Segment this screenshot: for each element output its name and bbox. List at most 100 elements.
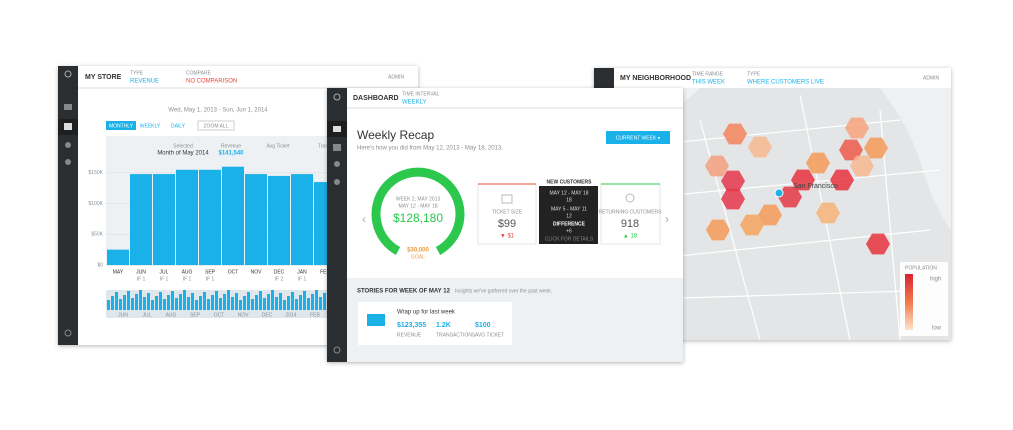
navigator-bar — [311, 294, 314, 310]
navigator-bar — [183, 290, 186, 310]
button-label[interactable]: WEEKLY — [140, 123, 161, 129]
filter-value[interactable]: WEEKLY — [402, 100, 427, 106]
card-change: ▼ $1 — [500, 234, 515, 240]
chart-icon[interactable] — [333, 144, 341, 151]
card-change: ▲ 18 — [623, 234, 638, 240]
button-label[interactable]: MONTHLY — [109, 123, 134, 129]
navigator-bar — [191, 293, 194, 310]
stories-subtitle: Insights we've gathered over the past we… — [455, 288, 552, 294]
filter-value[interactable]: REVENUE — [130, 79, 159, 85]
filter-value[interactable]: WHERE CUSTOMERS LIVE — [747, 80, 824, 86]
navigator-bar — [251, 299, 254, 310]
info-icon[interactable] — [64, 329, 72, 337]
info-icon[interactable] — [333, 346, 341, 354]
x-tick-label: FEB — [320, 269, 330, 275]
user-menu[interactable]: ADMIN — [923, 75, 940, 81]
navigator-bar — [127, 291, 130, 310]
navigator-bar — [287, 296, 290, 310]
navigator-label: OCT — [214, 312, 225, 318]
summary-value: $141,540 — [218, 151, 244, 157]
map-icon[interactable] — [334, 179, 340, 185]
navigator-bar — [307, 298, 310, 310]
navigator-bar — [171, 291, 174, 310]
metric-card[interactable] — [539, 186, 598, 244]
navigator-bar — [283, 300, 286, 310]
legend-title: POPULATION — [905, 265, 937, 271]
story-metric: $100 — [475, 322, 491, 329]
header — [614, 68, 951, 88]
home-icon[interactable] — [333, 126, 341, 132]
x-tick-note: IF 1 — [183, 276, 192, 282]
legend-label: high — [930, 277, 941, 283]
city-label: San Francisco — [793, 183, 838, 190]
navigator-bar — [131, 298, 134, 310]
x-tick-label: JAN — [297, 269, 307, 275]
prev-arrow[interactable]: ‹ — [362, 212, 366, 226]
map-icon[interactable] — [65, 159, 71, 165]
summary-label: Revenue — [221, 143, 241, 149]
metric-card[interactable] — [477, 183, 537, 245]
user-icon — [64, 70, 72, 78]
panel-title: MY NEIGHBORHOOD — [620, 75, 691, 82]
card-range: MAY 12 - MAY 18 — [549, 190, 588, 196]
button[interactable] — [197, 120, 235, 131]
button[interactable] — [606, 131, 670, 144]
dashboard-panel: DASHBOARD TIME INTERVAL WEEKLY Weekly Re… — [327, 88, 683, 362]
card-link[interactable]: CLICK FOR DETAILS — [545, 236, 594, 242]
navigator-label: SEP — [190, 312, 201, 318]
card-range: MAY 5 - MAY 11 — [551, 206, 587, 212]
x-tick-label: SEP — [205, 269, 216, 275]
people-icon[interactable] — [334, 161, 340, 167]
filter-label: TIME RANGE — [692, 71, 724, 77]
button-label[interactable]: CURRENT WEEK ▾ — [616, 135, 661, 141]
home-icon[interactable] — [64, 104, 72, 110]
chart-icon[interactable] — [64, 123, 72, 130]
navigator-bar — [115, 292, 118, 310]
navigator-bar — [319, 297, 322, 310]
user-icon — [333, 93, 341, 101]
navigator-bar — [259, 291, 262, 310]
filter-value[interactable]: THIS WEEK — [692, 80, 725, 86]
navigator-bar — [187, 297, 190, 310]
hex-cell — [748, 136, 772, 158]
navigator-label: 2014 — [285, 312, 296, 318]
button[interactable] — [106, 121, 136, 130]
bar — [291, 174, 313, 265]
gauge — [371, 167, 465, 255]
people-icon[interactable] — [65, 142, 71, 148]
card-value: 12 — [566, 213, 572, 219]
water — [880, 88, 951, 230]
hex-cell — [778, 186, 802, 208]
summary-label: Selected — [173, 143, 193, 149]
sidebar — [327, 88, 347, 362]
bar — [176, 169, 198, 265]
hex-cell — [839, 139, 863, 161]
filter-label: COMPARE — [186, 70, 212, 76]
x-tick-label: OCT — [228, 269, 239, 275]
navigator-bar — [139, 290, 142, 310]
bar — [245, 174, 267, 265]
button-label[interactable]: ZOOM ALL — [203, 123, 228, 129]
hex-cell — [806, 152, 830, 174]
navigator-bar — [175, 298, 178, 310]
summary-value: Month of May 2014 — [157, 151, 209, 157]
button-label[interactable]: DAILY — [171, 123, 186, 129]
panel-title: MY STORE — [85, 74, 122, 81]
navigator-bar — [199, 296, 202, 310]
store-pin[interactable] — [774, 188, 784, 198]
navigator-label: NOV — [238, 312, 250, 318]
navigator-bar — [263, 298, 266, 310]
next-arrow[interactable]: › — [665, 212, 669, 226]
navigator-bar — [107, 300, 110, 310]
filter-value[interactable]: NO COMPARISON — [186, 79, 237, 85]
navigator-label: AUG — [166, 312, 177, 318]
navigator-bar — [243, 296, 246, 310]
panel-title: DASHBOARD — [353, 95, 399, 102]
navigator-bar — [195, 300, 198, 310]
y-tick-label: $0 — [97, 262, 103, 268]
user-menu[interactable]: ADMIN — [388, 74, 405, 80]
navigator-bar — [123, 295, 126, 310]
navigator-bar — [111, 296, 114, 310]
story-metric-label: AVG TICKET — [475, 332, 504, 338]
card-value: +6 — [566, 228, 572, 234]
